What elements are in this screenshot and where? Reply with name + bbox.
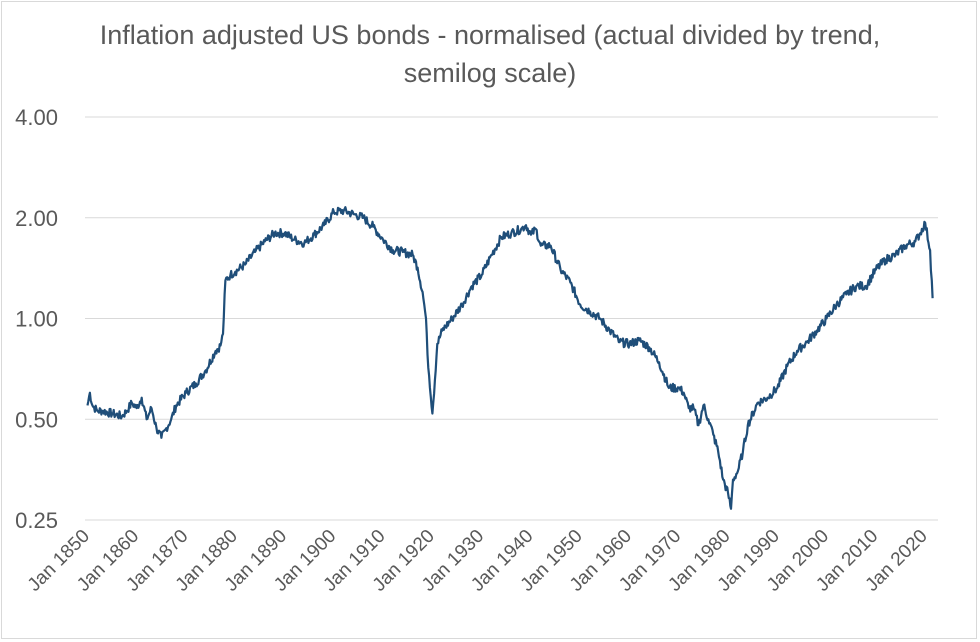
y-tick-label: 0.25	[15, 508, 58, 533]
y-axis-ticks: 4.00 2.00 1.00 0.50 0.25	[15, 105, 58, 533]
y-tick-label: 4.00	[15, 105, 58, 130]
y-tick-label: 2.00	[15, 206, 58, 231]
y-tick-label: 1.00	[15, 307, 58, 332]
series-layer	[86, 206, 934, 510]
series-line	[86, 206, 934, 510]
y-tick-label: 0.50	[15, 407, 58, 432]
chart-title: Inflation adjusted US bonds - normalised…	[99, 20, 881, 88]
gridlines	[85, 116, 938, 521]
